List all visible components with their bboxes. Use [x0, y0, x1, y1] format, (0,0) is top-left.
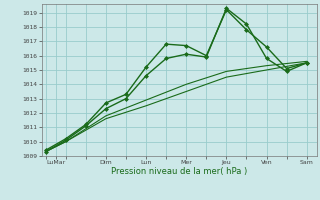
X-axis label: Pression niveau de la mer( hPa ): Pression niveau de la mer( hPa ) — [111, 167, 247, 176]
